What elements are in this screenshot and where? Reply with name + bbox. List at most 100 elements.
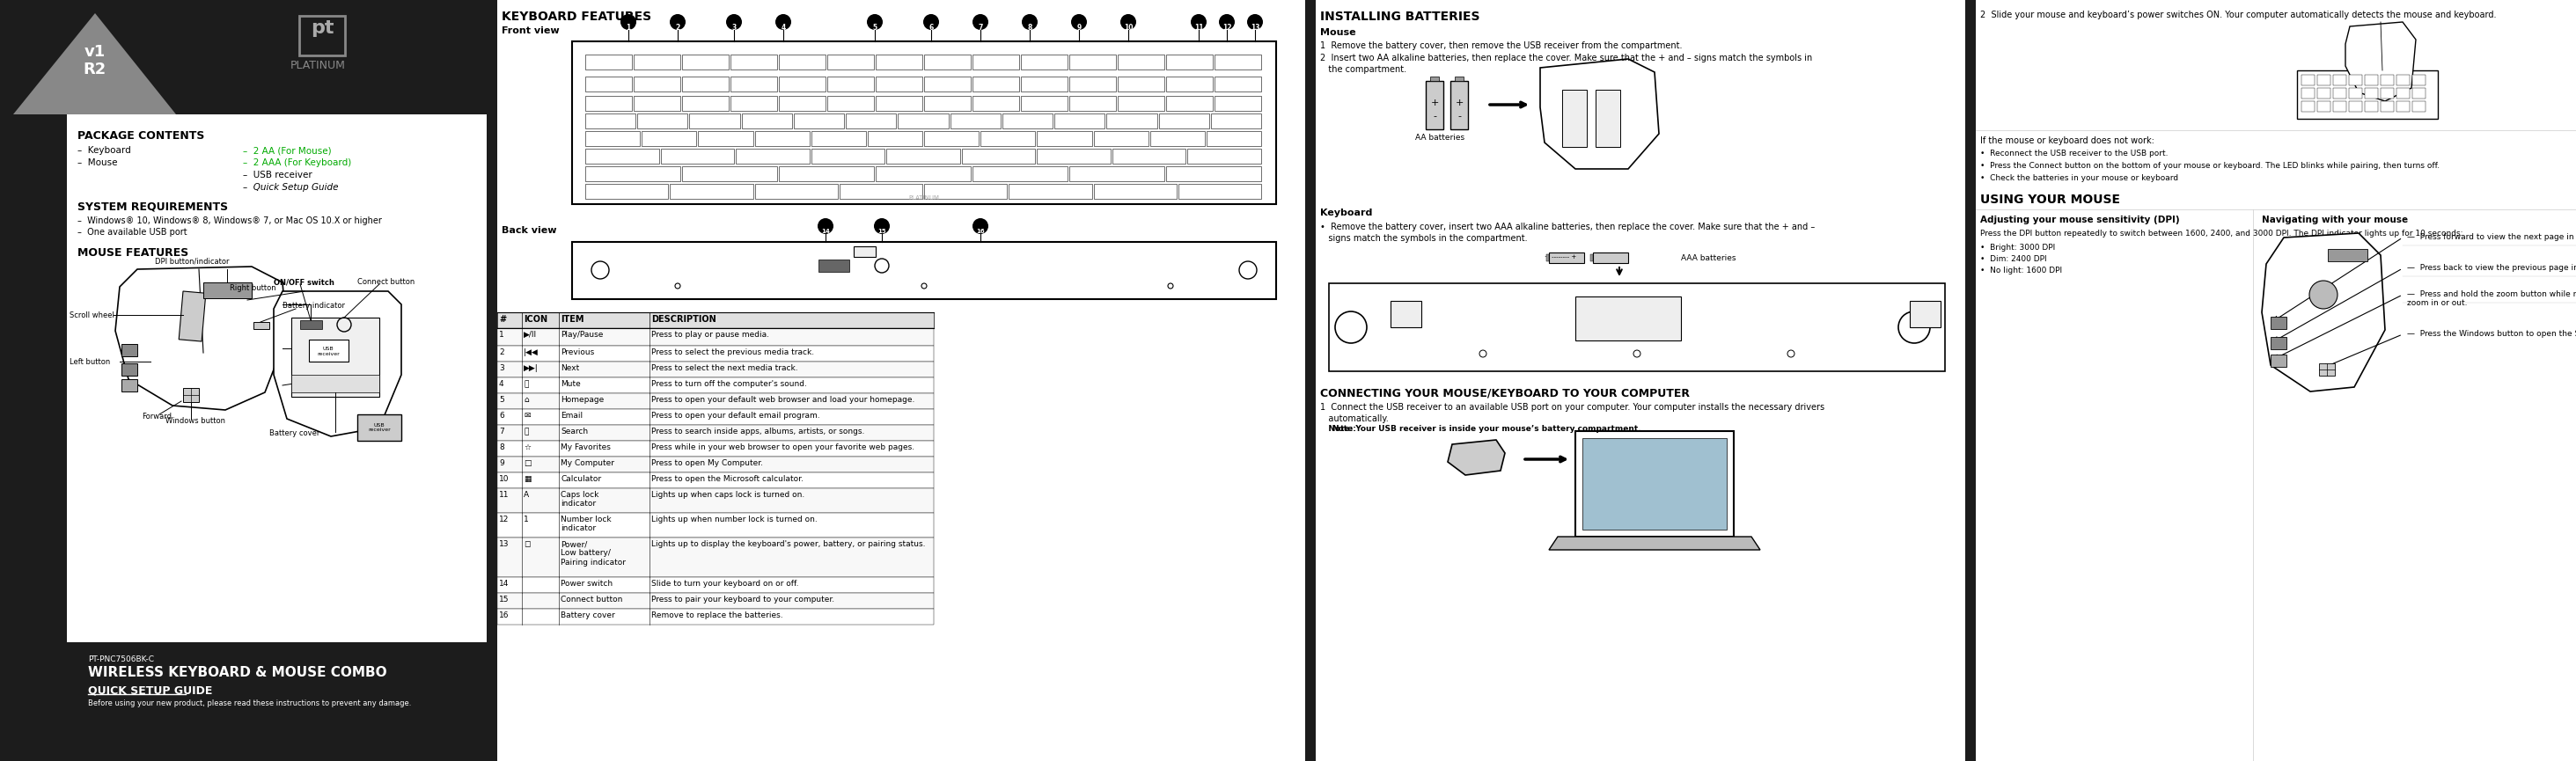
Bar	[1167, 77, 1213, 91]
Bar	[497, 513, 933, 537]
Bar	[1010, 184, 1092, 199]
Bar	[2329, 249, 2367, 261]
Bar	[497, 489, 933, 513]
Text: 6: 6	[930, 24, 933, 31]
Text: v1: v1	[85, 44, 106, 60]
Text: Keyboard: Keyboard	[1319, 209, 1373, 218]
Text: pt: pt	[312, 19, 335, 37]
Polygon shape	[1448, 440, 1504, 475]
Text: 12: 12	[1221, 24, 1231, 31]
Bar	[845, 113, 896, 129]
Circle shape	[2308, 281, 2336, 309]
Bar	[121, 363, 137, 376]
Polygon shape	[1540, 59, 1659, 169]
Text: 1: 1	[523, 515, 528, 524]
Text: ◻: ◻	[523, 540, 531, 548]
Circle shape	[621, 14, 636, 30]
Bar	[876, 77, 922, 91]
Bar	[2269, 355, 2287, 367]
Text: •  Check the batteries in your mouse or keyboard: • Check the batteries in your mouse or k…	[1981, 174, 2179, 182]
Text: —  Press and hold the zoom button while rotating the scroll wheel to
zoom in or : — Press and hold the zoom button while r…	[2406, 291, 2576, 307]
Bar	[1092, 184, 1177, 199]
Bar	[1450, 81, 1468, 129]
Text: USB
receiver: USB receiver	[368, 423, 392, 432]
Bar	[2318, 363, 2334, 376]
Bar	[121, 344, 137, 356]
Bar	[2318, 88, 2331, 98]
Text: —  Press back to view the previous page in your browser.: — Press back to view the previous page i…	[2406, 264, 2576, 272]
Text: Lights up when caps lock is turned on.: Lights up when caps lock is turned on.	[652, 491, 804, 498]
Text: •  Reconnect the USB receiver to the USB port.: • Reconnect the USB receiver to the USB …	[1981, 150, 2169, 158]
Text: 1: 1	[626, 24, 631, 31]
Text: Search: Search	[562, 428, 587, 435]
Bar	[1118, 77, 1164, 91]
Text: SYSTEM REQUIREMENTS: SYSTEM REQUIREMENTS	[77, 201, 229, 212]
Text: automatically.: automatically.	[1319, 415, 1388, 423]
Text: 11: 11	[500, 491, 510, 498]
Circle shape	[1788, 350, 1795, 357]
Text: 2: 2	[500, 349, 505, 356]
Text: 7: 7	[979, 24, 984, 31]
Bar	[252, 322, 270, 329]
Text: 1  Connect the USB receiver to an available USB port on your computer. Your comp: 1 Connect the USB receiver to an availab…	[1319, 403, 1824, 412]
Text: ▦: ▦	[523, 475, 531, 483]
Bar	[981, 131, 1036, 146]
Bar	[634, 55, 680, 69]
Text: WIRELESS KEYBOARD & MOUSE COMBO: WIRELESS KEYBOARD & MOUSE COMBO	[88, 666, 386, 679]
Text: 11: 11	[1195, 24, 1203, 31]
Text: •  Remove the battery cover, insert two AAA alkaline batteries, then replace the: • Remove the battery cover, insert two A…	[1319, 222, 1816, 231]
Bar	[2334, 88, 2347, 98]
Text: 6: 6	[500, 412, 505, 419]
Bar	[1069, 77, 1115, 91]
Text: #: #	[500, 315, 505, 323]
Bar	[2380, 75, 2393, 85]
Bar	[925, 184, 1007, 199]
Bar	[585, 166, 680, 181]
Bar	[974, 55, 1020, 69]
Text: —  Press forward to view the next page in your browser.: — Press forward to view the next page in…	[2406, 233, 2576, 241]
Bar	[683, 55, 729, 69]
Text: Before using your new product, please read these instructions to prevent any dam: Before using your new product, please re…	[88, 699, 412, 707]
Text: 4: 4	[781, 24, 786, 31]
Text: INSTALLING BATTERIES: INSTALLING BATTERIES	[1319, 11, 1479, 23]
Text: 16: 16	[500, 611, 510, 619]
Text: □: □	[523, 459, 531, 467]
Bar	[2300, 88, 2316, 98]
Bar	[2334, 101, 2347, 112]
Text: 5: 5	[873, 24, 876, 31]
Bar	[309, 339, 348, 361]
Text: My Computer: My Computer	[562, 459, 613, 467]
Bar	[2396, 75, 2409, 85]
Bar	[778, 77, 824, 91]
Text: Email: Email	[562, 412, 582, 419]
Bar	[899, 113, 948, 129]
Bar	[925, 55, 971, 69]
Bar	[2300, 101, 2316, 112]
Text: 8: 8	[500, 444, 505, 451]
Bar	[974, 77, 1020, 91]
Bar	[1108, 113, 1157, 129]
Text: MOUSE FEATURES: MOUSE FEATURES	[77, 247, 188, 259]
Bar	[585, 184, 667, 199]
Bar	[1020, 55, 1066, 69]
Text: ITEM: ITEM	[562, 315, 585, 323]
Bar	[178, 291, 206, 342]
Bar	[585, 77, 631, 91]
Bar	[1391, 301, 1422, 327]
Text: Remove to replace the batteries.: Remove to replace the batteries.	[652, 611, 783, 619]
Circle shape	[1633, 350, 1641, 357]
Text: Mouse: Mouse	[1319, 28, 1355, 37]
Text: Lights up when number lock is turned on.: Lights up when number lock is turned on.	[652, 515, 817, 524]
Text: 1  Remove the battery cover, then remove the USB receiver from the compartment.: 1 Remove the battery cover, then remove …	[1319, 41, 1682, 50]
Bar	[811, 131, 866, 146]
Bar	[497, 409, 933, 425]
Text: –  2 AA (For Mouse): – 2 AA (For Mouse)	[242, 146, 332, 154]
Text: Press to select the next media track.: Press to select the next media track.	[652, 365, 799, 372]
Text: Navigating with your mouse: Navigating with your mouse	[2262, 215, 2409, 224]
Circle shape	[1239, 261, 1257, 279]
Circle shape	[670, 14, 685, 30]
Bar	[827, 77, 873, 91]
Bar	[690, 113, 739, 129]
Bar	[1971, 0, 2576, 761]
Bar	[2396, 101, 2409, 112]
